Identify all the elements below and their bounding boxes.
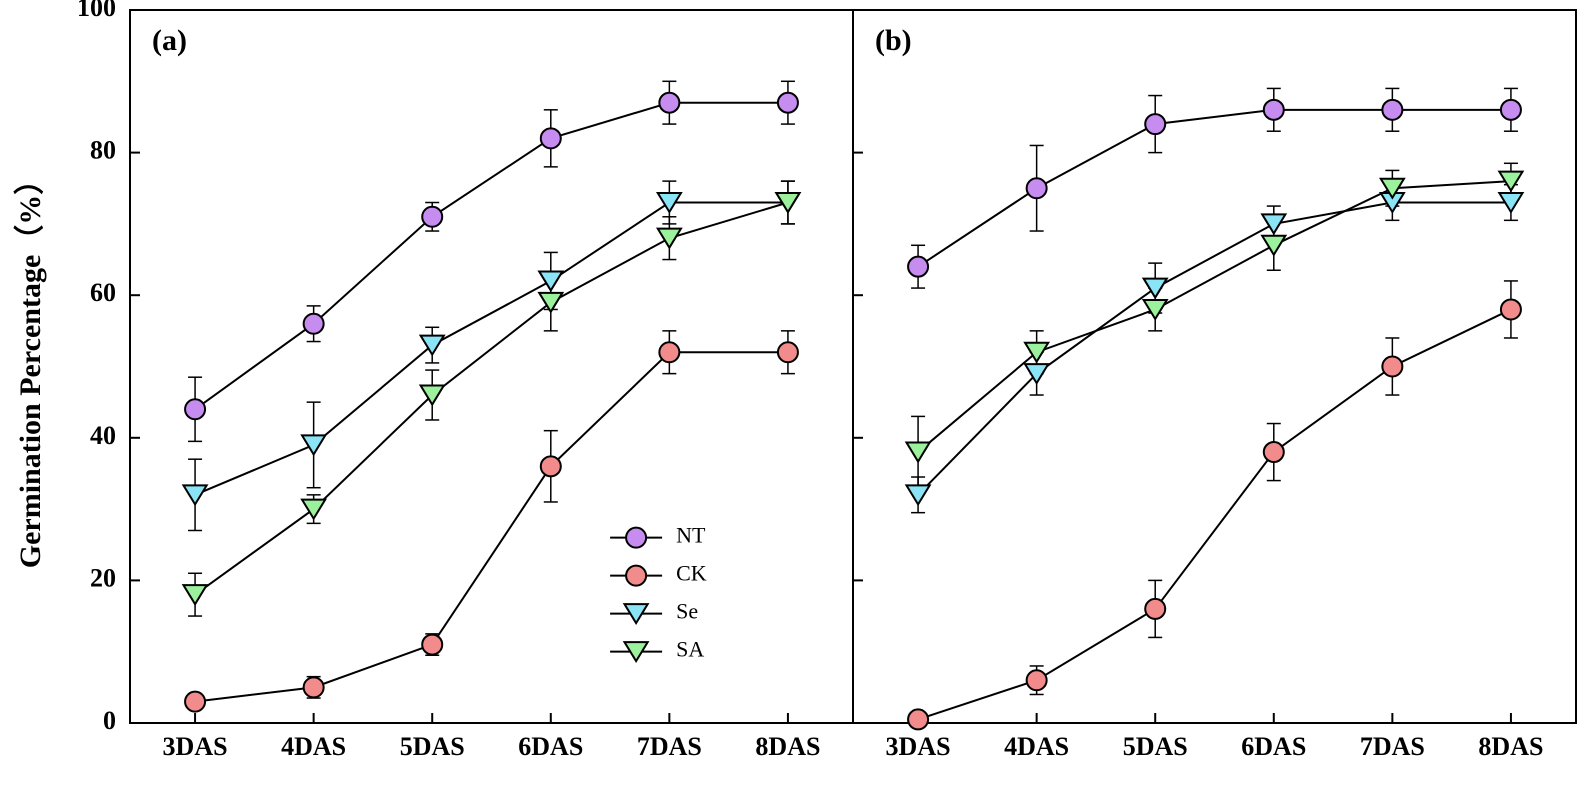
legend-label: SA — [676, 637, 704, 662]
marker-NT — [1264, 100, 1284, 120]
y-tick-label: 0 — [103, 706, 116, 735]
x-tick-label: 6DAS — [1241, 732, 1306, 761]
marker-CK — [541, 456, 561, 476]
legend-label: CK — [676, 561, 707, 586]
marker-NT — [304, 314, 324, 334]
y-tick-label: 80 — [90, 136, 116, 165]
marker-NT — [1027, 178, 1047, 198]
marker-NT — [1382, 100, 1402, 120]
marker-CK — [185, 692, 205, 712]
y-tick-label: 40 — [90, 421, 116, 450]
marker-CK — [1382, 357, 1402, 377]
x-tick-label: 3DAS — [886, 732, 951, 761]
marker-NT — [422, 207, 442, 227]
x-tick-label: 3DAS — [163, 732, 228, 761]
y-tick-label: 100 — [77, 0, 116, 22]
panel-label: (a) — [152, 24, 187, 57]
marker-CK — [422, 635, 442, 655]
marker-CK — [1501, 299, 1521, 319]
marker-CK — [1027, 670, 1047, 690]
y-tick-label: 20 — [90, 563, 116, 592]
marker-NT — [1145, 114, 1165, 134]
marker-NT — [185, 399, 205, 419]
x-tick-label: 7DAS — [637, 732, 702, 761]
marker-CK — [778, 342, 798, 362]
y-axis-label: Germination Percentage（%） — [13, 165, 47, 569]
x-tick-label: 6DAS — [518, 732, 583, 761]
x-tick-label: 4DAS — [1004, 732, 1069, 761]
marker-CK — [304, 677, 324, 697]
marker-CK — [908, 709, 928, 729]
marker-CK — [1145, 599, 1165, 619]
x-tick-label: 5DAS — [1123, 732, 1188, 761]
panel-label: (b) — [875, 24, 912, 57]
marker-NT — [908, 257, 928, 277]
marker-NT — [541, 128, 561, 148]
y-tick-label: 60 — [90, 278, 116, 307]
x-tick-label: 8DAS — [755, 732, 820, 761]
marker-CK — [659, 342, 679, 362]
marker-NT — [1501, 100, 1521, 120]
x-tick-label: 8DAS — [1478, 732, 1543, 761]
x-tick-label: 4DAS — [281, 732, 346, 761]
marker-NT — [659, 93, 679, 113]
legend-label: Se — [676, 599, 698, 624]
marker-NT — [778, 93, 798, 113]
legend-label: NT — [676, 523, 706, 548]
x-tick-label: 7DAS — [1360, 732, 1425, 761]
marker-CK — [1264, 442, 1284, 462]
x-tick-label: 5DAS — [400, 732, 465, 761]
figure-root: 0 20 40 60 80 100 3DAS 4DAS 5DAS 6DAS 7DAS 8DAS (a) N… — [0, 0, 1591, 788]
